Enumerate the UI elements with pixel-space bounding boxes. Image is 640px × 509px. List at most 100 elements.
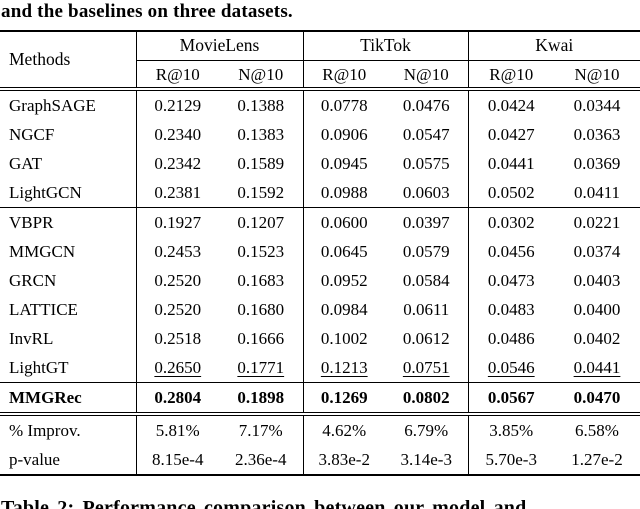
table-row-improvement: % Improv. 5.81% 7.17% 4.62% 6.79% 3.85% … [0, 414, 640, 445]
metric-value: 0.0575 [402, 154, 450, 173]
header-group-row: Methods MovieLens TikTok Kwai [0, 31, 640, 91]
metric-value: 0.0952 [302, 266, 385, 295]
metric-value: 1.27e-2 [571, 450, 623, 469]
group-header-kwai: Kwai [467, 31, 640, 61]
metric-header: R@10 [302, 60, 385, 91]
metric-value: 4.62% [302, 414, 385, 445]
metric-value: 0.0546 [467, 353, 554, 383]
metric-value: 0.1771 [237, 358, 285, 377]
metric-value: 0.0984 [302, 295, 385, 324]
method-name: InvRL [0, 324, 137, 353]
metric-value: 0.0611 [403, 300, 450, 319]
metric-value: 5.81% [135, 414, 219, 445]
metric-value: 0.0441 [573, 358, 621, 377]
metric-value: 0.2650 [135, 353, 219, 383]
metric-value: 0.2342 [135, 149, 219, 178]
metric-value: 0.0302 [467, 207, 554, 237]
metric-value: 0.0802 [385, 382, 468, 416]
method-name: MMGCN [0, 237, 137, 266]
method-name: LightGT [0, 353, 137, 383]
metric-value: 3.83e-2 [302, 445, 385, 475]
metric-value: 0.0483 [467, 295, 554, 324]
metric-value: 0.0344 [573, 96, 621, 115]
table-row-pvalue: p-value 8.15e-4 2.36e-4 3.83e-2 3.14e-3 … [0, 445, 640, 475]
metric-value: 0.0751 [402, 358, 450, 377]
metric-value: 0.0400 [573, 300, 621, 319]
metric-value: 0.0456 [467, 237, 554, 266]
method-name: NGCF [0, 120, 137, 149]
metric-value: 0.1589 [237, 154, 285, 173]
method-name: GRCN [0, 266, 137, 295]
method-name: LATTICE [0, 295, 137, 324]
table-caption-bottom: Table 2: Performance comparison between … [1, 497, 527, 509]
method-name: GAT [0, 149, 137, 178]
metric-value: 7.17% [238, 421, 283, 440]
table-row-graphsage: GraphSAGE 0.2129 0.1388 0.0778 0.0476 0.… [0, 89, 640, 120]
metric-value: 0.0221 [554, 207, 640, 237]
table-row-invrl: InvRL 0.2518 0.1666 0.1002 0.0612 0.0486… [0, 324, 640, 353]
metric-value: 0.0906 [302, 120, 385, 149]
table-row-grcn: GRCN 0.2520 0.1683 0.0952 0.0584 0.0473 … [0, 266, 640, 295]
metric-value: 0.0441 [467, 149, 554, 178]
metric-value: 0.2340 [135, 120, 219, 149]
table-row-gat: GAT 0.2342 0.1589 0.0945 0.0575 0.0441 0… [0, 149, 640, 178]
method-name: GraphSAGE [0, 89, 137, 120]
metric-value: 0.0486 [467, 324, 554, 353]
metric-value: 0.1666 [237, 329, 285, 348]
metric-value: 0.0476 [402, 96, 450, 115]
metric-value: 0.2520 [135, 295, 219, 324]
metric-value: 0.1592 [237, 183, 285, 202]
metric-value: 0.0584 [402, 271, 450, 290]
metric-value: 0.1383 [237, 125, 285, 144]
metric-value: 0.0473 [467, 266, 554, 295]
metric-value: 0.2804 [135, 382, 219, 416]
metric-header: N@10 [554, 60, 640, 91]
metric-value: 6.58% [575, 421, 619, 440]
metric-value: 0.0411 [573, 183, 621, 202]
table-row-ngcf: NGCF 0.2340 0.1383 0.0906 0.0547 0.0427 … [0, 120, 640, 149]
metric-value: 3.85% [467, 414, 554, 445]
metric-value: 0.1683 [237, 271, 285, 290]
metric-value: 0.0470 [554, 382, 640, 416]
metric-value: 0.0612 [402, 329, 450, 348]
method-name: VBPR [0, 207, 137, 237]
table-row-vbpr: VBPR 0.1927 0.1207 0.0600 0.0397 0.0302 … [0, 207, 640, 237]
metric-value: 0.0600 [302, 207, 385, 237]
method-name: MMGRec [0, 382, 137, 416]
metric-value: 0.1927 [135, 207, 219, 237]
metric-value: 0.2453 [135, 237, 219, 266]
group-header-tiktok: TikTok [302, 31, 468, 61]
metric-value: 0.1898 [219, 382, 303, 416]
metric-value: 0.0988 [302, 178, 385, 208]
metric-value: 0.1269 [302, 382, 385, 416]
metric-value: 0.0397 [385, 207, 468, 237]
metric-value: 0.0778 [302, 89, 385, 120]
metric-header: N@10 [219, 60, 303, 91]
metric-value: 0.0567 [467, 382, 554, 416]
metric-value: 0.1002 [302, 324, 385, 353]
metric-value: 0.1213 [302, 353, 385, 383]
table-row-lightgcn: LightGCN 0.2381 0.1592 0.0988 0.0603 0.0… [0, 178, 640, 208]
table-row-lightgt: LightGT 0.2650 0.1771 0.1213 0.0751 0.05… [0, 353, 640, 383]
metric-value: 0.2520 [135, 266, 219, 295]
metric-value: 0.0603 [402, 183, 450, 202]
metric-value: 6.79% [404, 421, 449, 440]
metric-value: 0.2129 [135, 89, 219, 120]
metric-header: R@10 [467, 60, 554, 91]
metric-value: 8.15e-4 [135, 445, 219, 475]
metric-header: R@10 [135, 60, 219, 91]
metric-value: 0.0369 [573, 154, 621, 173]
metric-value: 0.1680 [237, 300, 285, 319]
table-row-lattice: LATTICE 0.2520 0.1680 0.0984 0.0611 0.04… [0, 295, 640, 324]
table-caption-top: and the baselines on three datasets. [1, 1, 293, 22]
header-metric-row: R@10 N@10 R@10 N@10 R@10 N@10 [0, 60, 640, 91]
metric-value: 2.36e-4 [235, 450, 287, 469]
metric-value: 0.1523 [237, 242, 285, 261]
metric-value: 0.0402 [573, 329, 621, 348]
metric-value: 5.70e-3 [467, 445, 554, 475]
metric-value: 0.0945 [302, 149, 385, 178]
group-header-movielens: MovieLens [135, 31, 303, 61]
metric-value: 0.0645 [302, 237, 385, 266]
metric-value: 0.0403 [573, 271, 621, 290]
